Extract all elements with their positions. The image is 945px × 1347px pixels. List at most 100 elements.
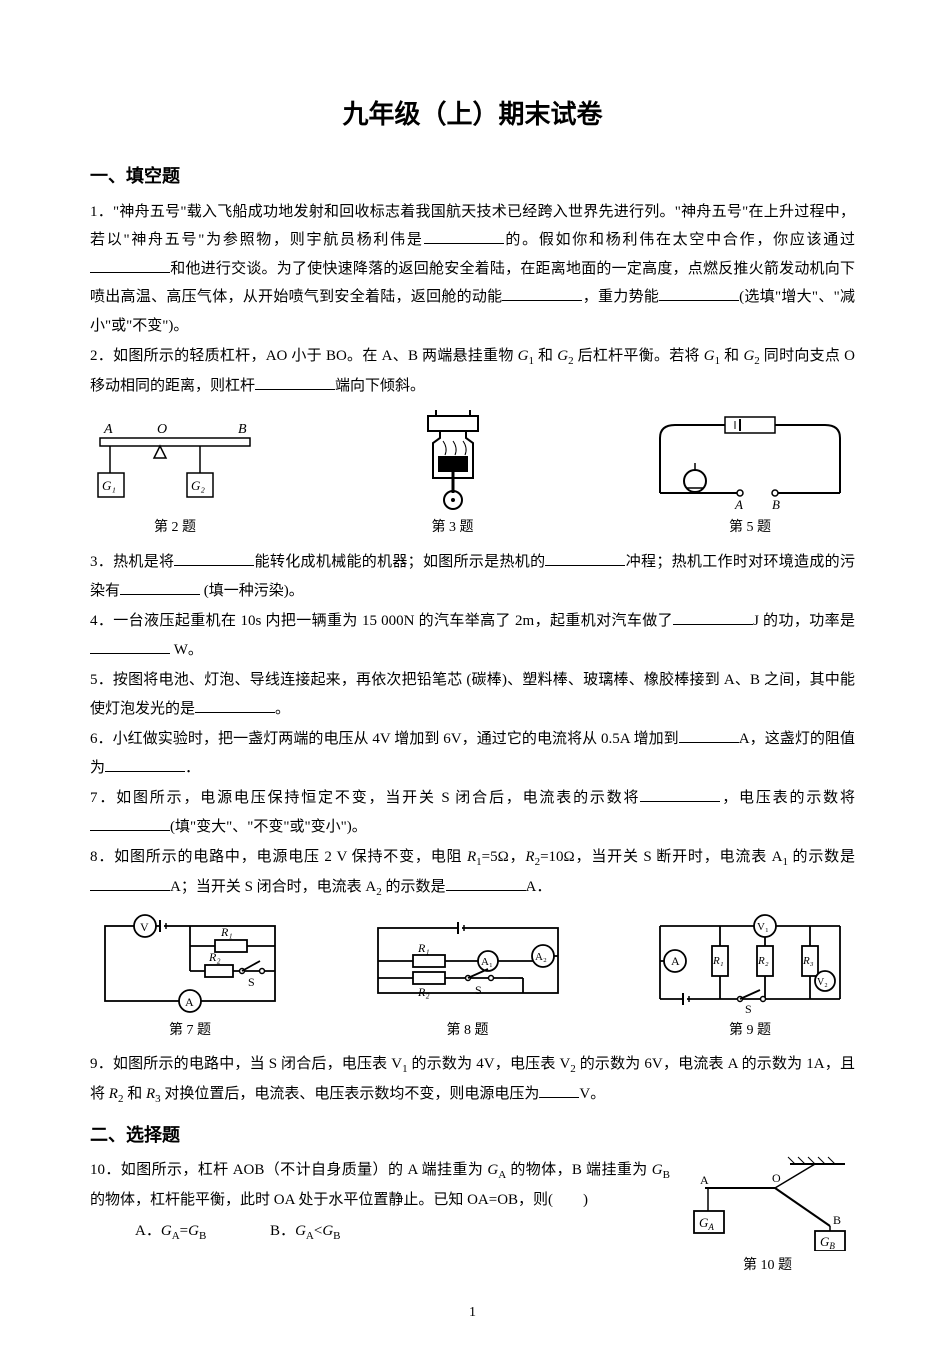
q10-num: 10． [90,1162,121,1178]
c10-A: A [700,1173,709,1187]
q10-optB-g1: G [295,1223,306,1239]
q2-t6: 端向下倾斜。 [335,378,425,394]
q8-t6: 的示数是 [382,879,446,895]
q4-t1: 一台液压起重机在 10s 内把一辆重为 15 000N 的汽车举高了 2m，起重… [113,613,673,629]
q10-optA-g2: G [188,1223,199,1239]
figure-caption-2: 第 2 题 [154,515,196,542]
circuit-5-icon: A B [645,413,855,513]
c7-R1: R₁ [220,925,233,939]
q4-t2: J 的功，功率是 [753,613,855,629]
q10-t2: 的物体，B 端挂重为 [506,1162,652,1178]
question-5: 5．按图将电池、灯泡、导线连接起来，再依次把铅笔芯 (碳棒)、塑料棒、玻璃棒、橡… [90,666,855,723]
lever-label-G2: G₂ [191,478,205,493]
q10-ga: G [487,1162,498,1178]
q6-num: 6． [90,731,113,747]
c8-A1: A₁ [481,956,493,968]
figure-q7: V R₁ R₂ S A 第 7 题 [90,911,290,1045]
q3-t1: 热机是将 [113,554,174,570]
q1-t2: 的。假如你和杨利伟在太空中合作，你应该通过 [504,232,855,248]
lever-label-G1: G₁ [102,478,116,493]
circuit-8-icon: A₂ R₁ A₁ R₂ S [363,916,573,1016]
question-10-container: A O B GA GB 第 10 题 10．如图所示，杠杆 AOB（不计自身质量… [90,1156,855,1246]
q5-t2: 。 [275,701,290,717]
c7-S: S [248,975,255,989]
question-7: 7．如图所示，电源电压保持恒定不变，当开关 S 闭合后，电流表的示数将，电压表的… [90,784,855,841]
q10-option-B: B．GA<GB [270,1217,340,1247]
c9-S: S [745,1002,752,1016]
engine-diagram-icon [398,408,508,513]
q4-t3: W。 [170,642,203,658]
q2-t3: 后杠杆平衡。若将 [574,348,704,364]
question-1: 1．"神舟五号"载入飞船成功地发射和回收标志着我国航天技术已经跨入世界先进行列。… [90,198,855,341]
q7-t1: 如图所示，电源电压保持恒定不变，当开关 S 闭合后，电流表的示数将 [116,790,640,806]
q3-blank-2 [545,550,625,567]
q8-t7: A． [526,879,552,895]
c9-V2: V₂ [817,977,828,988]
figure-row-2: V R₁ R₂ S A 第 7 题 [90,911,855,1045]
q6-t3: ． [185,760,200,776]
q3-num: 3． [90,554,113,570]
q6-blank-2 [105,755,185,772]
q10-optB-g2: G [322,1223,333,1239]
q1-t4: ，重力势能 [582,289,659,305]
q9-t4: 和 [123,1086,146,1102]
c8-R1: R₁ [417,941,430,955]
c10-GA: GA [699,1215,714,1232]
figure-caption-7: 第 7 题 [169,1018,211,1045]
lever-label-B: B [238,422,247,437]
c9-R3: R₃ [802,955,814,967]
c9-R2: R₂ [757,955,769,967]
q10-optA-g1: G [161,1223,172,1239]
c10-B: B [833,1213,841,1227]
q10-optA-s1: A [172,1230,180,1242]
q2-t4: 和 [720,348,743,364]
circuit5-label-A: A [734,497,743,512]
q9-t6: V。 [579,1086,605,1102]
q8-num: 8． [90,849,114,865]
figure-caption-9: 第 9 题 [729,1018,771,1045]
q5-blank-1 [195,696,275,713]
q8-blank-1 [90,874,170,891]
q8-t5: A；当开关 S 闭合时，电流表 A [170,879,376,895]
c8-A2: A₂ [535,951,547,963]
q8-r1: R [467,849,476,865]
c7-R2: R₂ [208,950,221,964]
lever10-diagram-icon: A O B GA GB [680,1156,855,1251]
q9-r2: R [109,1086,118,1102]
q2-g3: G [704,348,715,364]
page-title: 九年级（上）期末试卷 [90,90,855,139]
q10-t3: 的物体，杠杆能平衡，此时 OA 处于水平位置静止。已知 OA=OB，则( ) [90,1192,588,1208]
c7-A: A [185,995,194,1009]
q9-t5: 对换位置后，电流表、电压表示数均不变，则电源电压为 [161,1086,540,1102]
q4-blank-2 [90,637,170,654]
q10-optB-s2: B [333,1230,340,1242]
q2-g2: G [557,348,568,364]
figure-caption-10: 第 10 题 [743,1253,792,1280]
q6-t1: 小红做实验时，把一盏灯两端的电压从 4V 增加到 6V，通过它的电流将从 0.5… [113,731,679,747]
figure-q2: A O B G₁ G₂ 第 2 题 [90,418,260,542]
question-9: 9．如图所示的电路中，当 S 闭合后，电压表 V1 的示数为 4V，电压表 V2… [90,1050,855,1110]
q10-sa: A [498,1169,506,1181]
q7-t3: (填"变大"、"不变"或"变小")。 [170,819,367,835]
q9-num: 9． [90,1056,113,1072]
q1-blank-3 [502,285,582,302]
q8-blank-2 [446,874,526,891]
q8-t2: =5Ω， [482,849,526,865]
q1-blank-1 [424,228,504,245]
q4-blank-1 [673,609,753,626]
lever-label-A: A [103,422,113,437]
q3-t4: (填一种污染)。 [200,583,304,599]
q7-num: 7． [90,790,116,806]
q8-t1: 如图所示的电路中，电源电压 2 V 保持不变，电阻 [114,849,467,865]
q10-optB-pre: B． [270,1223,295,1239]
figure-q10: A O B GA GB 第 10 题 [680,1156,855,1280]
question-3: 3．热机是将能转化成机械能的机器；如图所示是热机的冲程；热机工作时对环境造成的污… [90,548,855,605]
q3-blank-3 [120,578,200,595]
circuit-9-icon: V₁ A R₁ R₂ R₃ V₂ S [645,911,855,1016]
c9-A: A [671,954,680,968]
q1-blank-4 [659,285,739,302]
q1-num: 1． [90,204,113,220]
c7-V: V [140,920,149,934]
q1-blank-2 [90,256,170,273]
q8-t4: 的示数是 [788,849,855,865]
